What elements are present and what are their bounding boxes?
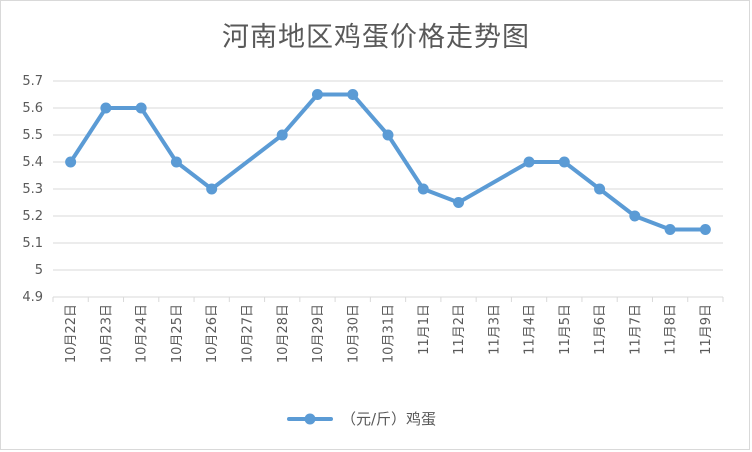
x-tick-label: 10月27日 <box>240 304 255 363</box>
data-point <box>664 224 676 235</box>
x-tick-label: 11月5日 <box>558 304 573 355</box>
data-point <box>65 156 77 168</box>
data-point <box>558 156 570 168</box>
x-tick-label: 10月29日 <box>311 304 326 363</box>
legend-marker <box>304 413 316 425</box>
data-point <box>629 210 641 222</box>
x-tick-label: 10月30日 <box>346 304 361 363</box>
legend-label: （元/斤）鸡蛋 <box>341 410 436 428</box>
y-tick-label: 5.7 <box>22 74 43 89</box>
data-point <box>206 183 218 195</box>
data-point <box>347 89 359 100</box>
data-point <box>699 224 711 235</box>
y-tick-label: 5.1 <box>22 236 43 251</box>
x-tick-label: 10月31日 <box>382 304 397 363</box>
x-tick-label: 10月22日 <box>64 304 79 363</box>
data-point <box>417 183 429 195</box>
data-point <box>382 129 394 141</box>
data-point <box>100 102 112 114</box>
x-tick-label: 11月6日 <box>593 304 608 355</box>
x-tick-label: 10月23日 <box>99 304 114 363</box>
y-tick-label: 5.3 <box>22 182 43 197</box>
x-tick-label: 10月24日 <box>135 304 150 363</box>
y-tick-label: 5 <box>35 263 43 278</box>
x-tick-label: 11月4日 <box>523 304 538 355</box>
x-tick-label: 11月2日 <box>452 304 467 355</box>
x-tick-label: 11月7日 <box>628 304 643 355</box>
y-tick-label: 4.9 <box>22 290 43 305</box>
x-tick-label: 10月25日 <box>170 304 185 363</box>
y-tick-label: 5.2 <box>22 209 43 224</box>
x-tick-label: 11月1日 <box>417 304 432 355</box>
x-tick-label: 11月9日 <box>699 304 714 355</box>
data-point <box>135 102 147 114</box>
y-tick-label: 5.6 <box>22 101 43 116</box>
data-point <box>276 129 288 141</box>
data-point <box>311 89 323 100</box>
chart-title: 河南地区鸡蛋价格走势图 <box>222 22 530 53</box>
x-tick-label: 11月3日 <box>487 304 502 355</box>
data-point <box>453 197 465 208</box>
x-tick-label: 11月8日 <box>664 304 679 355</box>
x-tick-label: 10月26日 <box>205 304 220 363</box>
y-tick-label: 5.5 <box>22 128 43 143</box>
data-point <box>170 156 182 168</box>
y-tick-label: 5.4 <box>22 155 43 170</box>
data-point <box>523 156 535 168</box>
x-tick-label: 10月28日 <box>276 304 291 363</box>
data-point <box>594 183 606 195</box>
